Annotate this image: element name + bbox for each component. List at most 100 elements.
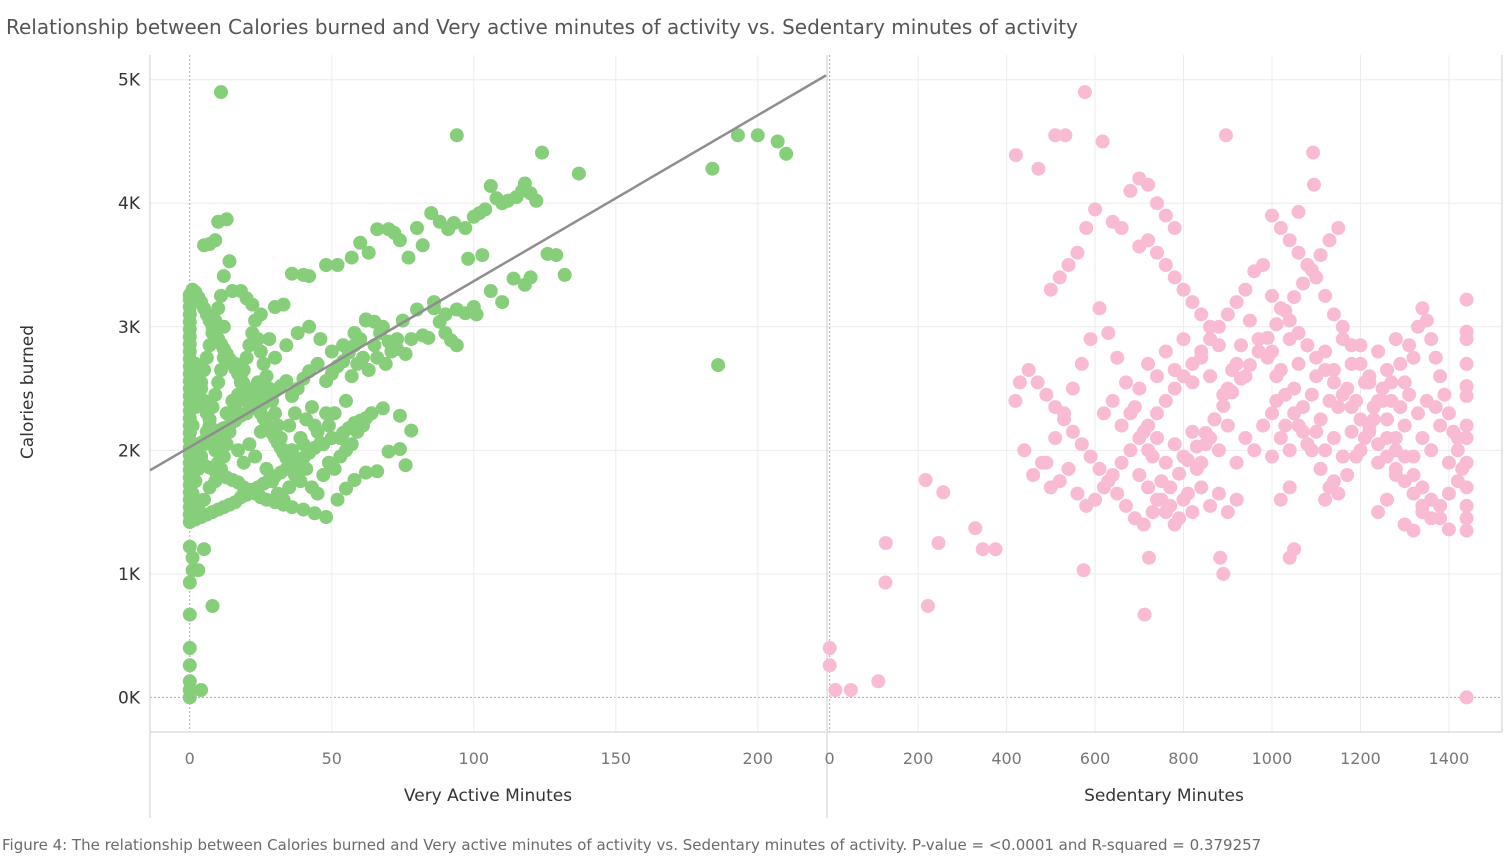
data-point [1304,387,1319,402]
data-point [1349,393,1363,408]
data-point [1335,332,1350,347]
data-point [1030,375,1045,390]
data-point [1397,474,1412,489]
data-point [333,431,348,445]
data-point [270,418,285,433]
data-point [316,437,331,452]
data-point [1459,389,1474,403]
data-point [449,302,464,317]
data-point [1291,418,1306,433]
panel-frames [149,55,1503,818]
data-point [290,326,305,340]
data-point [1335,319,1350,334]
data-point [191,563,206,578]
trend-line [149,74,827,472]
data-point [1012,375,1027,390]
data-point [936,485,951,500]
data-point [1105,468,1120,482]
data-point [1353,338,1368,353]
data-point [1194,480,1209,495]
data-point [392,233,407,248]
data-point [1265,449,1279,464]
data-point [1114,221,1129,235]
data-point [1185,505,1200,520]
data-point [1424,332,1439,347]
x-tick-label: 200 [903,749,934,768]
data-point [381,444,396,459]
data-point [1388,443,1403,458]
data-point [1344,356,1359,371]
data-point [248,449,263,464]
data-point [1265,208,1279,223]
data-point [1265,406,1279,421]
data-point [233,375,248,390]
data-point [1415,431,1430,445]
data-point [194,683,209,697]
data-point [347,326,362,340]
data-point [1273,431,1288,445]
data-point [1304,263,1319,277]
gridlines [150,55,1502,732]
data-point [1415,301,1430,316]
data-point [188,400,203,415]
data-point [1185,375,1200,390]
data-point [1313,461,1328,476]
data-point [1158,505,1173,520]
data-point [1238,431,1253,445]
data-point [231,443,246,458]
data-point [438,307,453,322]
data-point [1132,381,1147,396]
data-point [1455,461,1470,476]
data-point [211,301,226,316]
data-point [1211,443,1226,458]
data-point [208,387,223,402]
data-point [321,418,336,433]
data-point [1167,517,1182,532]
y-tick-label: 3K [118,318,141,338]
data-point [384,344,399,359]
data-point [1194,350,1209,365]
data-point [557,267,572,282]
data-point [282,455,297,470]
data-point [1220,307,1235,322]
data-point [1229,455,1244,470]
data-point [1048,431,1063,445]
data-point [1282,443,1297,458]
x-tick-label: 150 [601,749,632,768]
data-point [1203,431,1218,445]
data-point [1273,363,1288,377]
data-point [1017,443,1032,458]
data-point [1300,338,1315,353]
data-point [392,442,407,457]
data-point [1273,301,1288,316]
data-point [1380,431,1394,445]
data-point [1136,424,1151,439]
x-tick-label: 1000 [1252,749,1293,768]
data-point [285,389,299,403]
data-point [1437,387,1452,402]
x-axis-ticks: 0 50 100 150 200 0 200 400 600 800 1000 1200 1400 [185,749,1470,768]
data-point [931,536,946,550]
data-point [506,271,521,286]
data-point [1219,128,1233,143]
data-point [1433,498,1448,513]
data-point [182,641,197,655]
data-point [517,277,532,292]
data-point [1406,449,1421,464]
data-point [239,393,254,408]
x-tick-label: 400 [991,749,1022,768]
data-point [1291,356,1306,371]
data-point [1282,233,1297,248]
data-point [1123,406,1138,421]
data-point [878,575,893,590]
data-point [1158,393,1173,408]
data-point [918,473,933,487]
data-point [571,166,586,181]
data-point [1433,418,1448,433]
data-point [1167,363,1182,377]
y-axis-ticks: 0K 1K 2K 3K 4K 5K [118,71,141,709]
data-point [1008,393,1023,408]
data-point [1256,258,1271,272]
data-point [262,381,277,396]
data-point [1251,332,1266,347]
